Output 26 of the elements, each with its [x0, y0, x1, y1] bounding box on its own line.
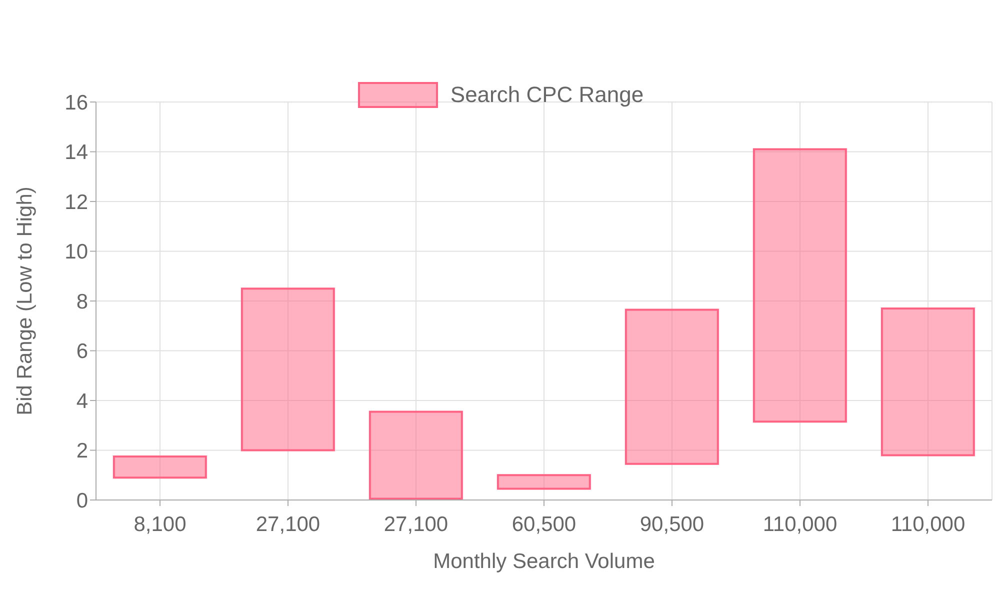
y-tick-label: 8 [76, 290, 88, 314]
legend-label: Search CPC Range [450, 82, 644, 108]
x-tick-label: 60,500 [512, 512, 576, 536]
bar [496, 474, 591, 490]
y-axis-title: Bid Range (Low to High) [13, 186, 36, 416]
x-tick-label: 110,000 [762, 512, 838, 536]
y-tick-label: 14 [64, 141, 88, 164]
y-tick-label: 6 [76, 340, 88, 364]
y-tick-label: 12 [64, 190, 88, 214]
bar [112, 455, 207, 479]
y-tick-label: 2 [76, 440, 88, 463]
x-tick-label: 110,000 [890, 512, 966, 536]
bar [368, 410, 463, 500]
bar [880, 307, 975, 456]
y-tick-label: 16 [64, 91, 88, 114]
x-tick-label: 8,100 [134, 512, 186, 536]
y-tick-label: 10 [64, 240, 88, 264]
y-tick-label: 4 [76, 390, 88, 413]
x-tick-label: 27,100 [384, 512, 448, 536]
bar [240, 288, 335, 452]
x-tick-label: 27,100 [256, 512, 320, 536]
bar [752, 148, 847, 423]
x-tick-label: 90,500 [640, 512, 704, 536]
x-axis-title: Monthly Search Volume [433, 550, 655, 573]
y-tick-label: 0 [76, 489, 88, 512]
bar [624, 308, 719, 465]
